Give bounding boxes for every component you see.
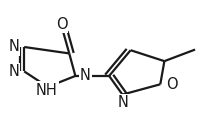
Text: O: O [56,17,67,32]
Text: O: O [166,77,178,92]
Text: N: N [8,64,19,79]
Text: N: N [8,40,19,54]
Text: N: N [80,68,91,83]
Text: N: N [118,95,129,110]
Text: NH: NH [36,83,58,98]
